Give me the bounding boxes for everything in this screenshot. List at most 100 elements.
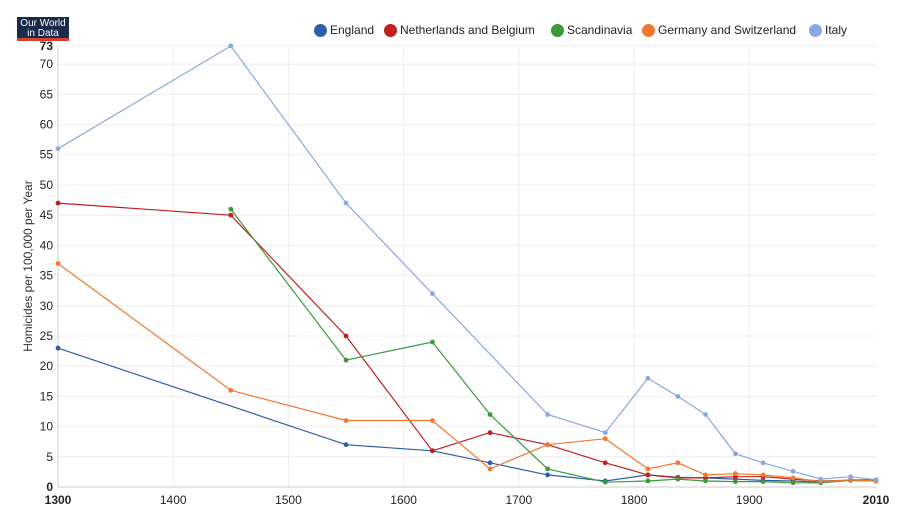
data-point-scandinavia	[675, 476, 681, 482]
data-point-england	[545, 472, 551, 478]
data-point-scandinavia	[602, 479, 608, 485]
data-point-italy	[55, 146, 61, 152]
data-point-scandinavia	[487, 412, 493, 417]
data-point-germany-and-switzerland	[645, 466, 651, 472]
data-point-england	[343, 442, 349, 448]
legend-item[interactable]: Scandinavia	[551, 23, 632, 37]
y-tick-label: 73	[40, 39, 54, 53]
y-tick-label: 5	[46, 450, 53, 464]
legend-swatch	[551, 23, 564, 37]
data-point-netherlands-and-belgium	[645, 472, 651, 478]
series-line-england	[57, 347, 876, 483]
y-tick-label: 55	[40, 148, 54, 162]
data-point-italy	[818, 476, 824, 482]
logo-line-2: in Data	[27, 28, 59, 39]
data-point-netherlands-and-belgium	[55, 200, 61, 206]
y-tick-label: 65	[40, 87, 54, 101]
series-line-italy	[57, 45, 877, 481]
grid-lines	[58, 45, 876, 487]
series-points	[55, 43, 879, 486]
data-point-england	[487, 460, 493, 466]
logo-line-1: Our World	[20, 18, 66, 29]
x-tick-label: 1600	[390, 493, 417, 507]
y-tick-label: 40	[40, 238, 54, 252]
data-point-netherlands-and-belgium	[602, 460, 608, 466]
data-point-scandinavia	[645, 478, 651, 484]
series-line-germany-and-switzerland	[57, 263, 877, 483]
legend-swatch	[314, 23, 327, 37]
owid-logo: Our World in Data	[17, 17, 69, 41]
data-point-italy	[343, 200, 349, 206]
legend-item[interactable]: England	[314, 23, 374, 37]
data-point-scandinavia	[430, 339, 435, 345]
data-point-italy	[873, 477, 879, 483]
legend-swatch	[809, 23, 822, 37]
data-point-england	[55, 345, 61, 351]
data-point-germany-and-switzerland	[343, 418, 349, 423]
data-point-netherlands-and-belgium	[430, 448, 435, 454]
data-point-italy	[733, 451, 738, 457]
data-point-italy	[645, 375, 651, 381]
x-tick-label: 1300	[45, 493, 72, 507]
data-point-germany-and-switzerland	[675, 460, 681, 466]
data-point-scandinavia	[703, 478, 708, 484]
data-point-italy	[703, 412, 708, 417]
data-point-italy	[430, 291, 435, 297]
data-point-scandinavia	[790, 480, 796, 486]
data-point-germany-and-switzerland	[55, 261, 61, 266]
data-point-germany-and-switzerland	[790, 475, 796, 481]
x-tick-label: 2010	[863, 493, 890, 507]
y-tick-label: 35	[40, 269, 54, 283]
data-point-germany-and-switzerland	[545, 442, 551, 448]
data-point-netherlands-and-belgium	[228, 212, 234, 218]
data-point-germany-and-switzerland	[430, 418, 435, 423]
legend-label: Germany and Switzerland	[658, 23, 797, 37]
x-tick-label: 1900	[736, 493, 763, 507]
series-lines	[57, 45, 877, 484]
data-point-scandinavia	[343, 357, 349, 363]
data-point-italy	[848, 474, 854, 480]
x-tick-label: 1700	[505, 493, 532, 507]
legend-swatch	[642, 23, 655, 37]
data-point-italy	[790, 468, 796, 474]
data-point-netherlands-and-belgium	[487, 430, 493, 436]
legend-label: Italy	[825, 23, 848, 37]
axes: 0 5 10 15 20 25 30 35 40 45 50 55 60 65 70 73 1300 1400 15…	[40, 39, 890, 507]
x-tick-label: 1400	[160, 493, 187, 507]
data-point-italy	[545, 412, 551, 417]
legend-item[interactable]: Netherlands and Belgium	[384, 23, 535, 37]
y-tick-label: 25	[40, 329, 54, 343]
data-point-germany-and-switzerland	[733, 471, 738, 477]
y-axis-label: Homicides per 100,000 per Year	[21, 180, 35, 351]
x-tick-label: 1500	[275, 493, 302, 507]
data-point-germany-and-switzerland	[703, 472, 708, 478]
y-tick-label: 10	[40, 420, 54, 434]
data-point-italy	[760, 460, 766, 466]
y-tick-label: 70	[40, 57, 54, 71]
data-point-scandinavia	[760, 479, 766, 484]
data-point-italy	[602, 430, 608, 436]
data-point-scandinavia	[545, 466, 551, 472]
legend-label: Scandinavia	[567, 23, 633, 37]
legend-label: England	[330, 23, 375, 37]
data-point-italy	[228, 43, 234, 49]
data-point-italy	[675, 393, 681, 399]
y-tick-label: 0	[46, 480, 53, 494]
data-point-scandinavia	[733, 479, 738, 484]
y-tick-label: 60	[40, 118, 54, 132]
y-tick-label: 50	[40, 178, 54, 192]
y-tick-label: 15	[40, 389, 54, 403]
y-tick-label: 20	[40, 359, 54, 373]
data-point-netherlands-and-belgium	[343, 333, 349, 339]
data-point-germany-and-switzerland	[228, 387, 234, 393]
chart-legend: England Netherlands and Belgium Scandinavi…	[0, 23, 898, 41]
legend-label: Netherlands and Belgium	[400, 23, 535, 37]
data-point-germany-and-switzerland	[487, 466, 493, 472]
data-point-germany-and-switzerland	[602, 436, 608, 442]
x-tick-label: 1800	[621, 493, 648, 507]
y-tick-label: 45	[40, 208, 54, 222]
legend-item[interactable]: Italy	[809, 23, 847, 37]
legend-item[interactable]: Germany and Switzerland	[642, 23, 796, 37]
y-tick-label: 30	[40, 299, 54, 313]
